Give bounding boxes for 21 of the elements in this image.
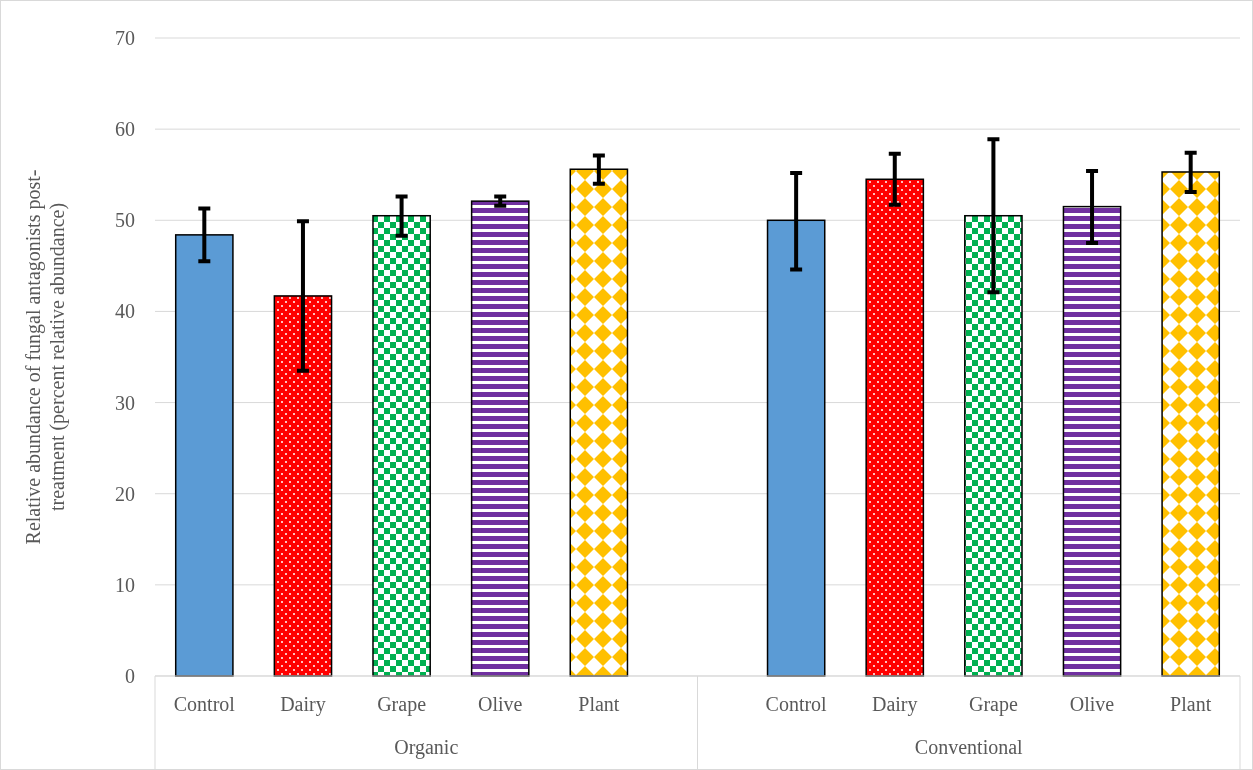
y-tick-label: 30	[115, 391, 135, 414]
x-tick-label: Control	[173, 693, 236, 715]
text: Organic	[394, 736, 459, 759]
x-tick-label: Dairy	[872, 693, 918, 716]
x-tick-label: Dairy	[280, 693, 326, 716]
x-tick-label: Grape	[968, 693, 1018, 716]
x-tick-label: Grape	[377, 693, 427, 716]
y-tick-label: 50	[115, 209, 135, 232]
x-tick-label: Plant	[1170, 693, 1212, 715]
y-tick-label: 40	[115, 300, 135, 323]
y-tick-label: 10	[115, 573, 135, 596]
y-tick-label: 60	[115, 118, 135, 141]
x-tick-label: Plant	[578, 693, 620, 715]
y-tick-label: 70	[115, 27, 135, 49]
x-tick-label: Olive	[478, 693, 523, 715]
x-tick-label: Control	[765, 693, 828, 715]
y-tick-label: 20	[115, 482, 135, 505]
y-axis-title: Relative abundance of fungal antagonists post-treatment (percent relative abundance)	[22, 169, 69, 545]
text: Conventional	[914, 736, 1024, 758]
y-tick-label: 0	[125, 665, 135, 687]
x-tick-label: Olive	[1069, 693, 1115, 715]
